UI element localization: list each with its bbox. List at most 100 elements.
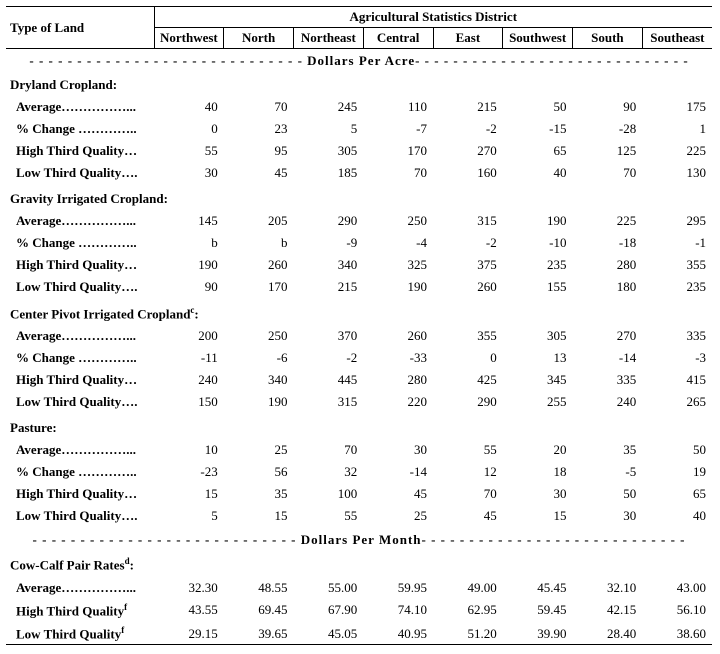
section-0-row-0-c7: 175	[642, 97, 712, 117]
section-0-row-2-c3: 170	[363, 141, 433, 161]
section-1-row-3-c1: 170	[224, 277, 294, 297]
section-0-row-3-c0: 30	[154, 163, 224, 183]
col-northeast: Northeast	[294, 28, 364, 49]
section-3-row-0-c5: 20	[503, 440, 573, 460]
cowcalf-row-0-c5: 45.45	[503, 578, 573, 598]
cowcalf-row-2-label: Low Third Qualityf	[6, 623, 154, 645]
cowcalf-row-2-c2: 45.05	[294, 623, 364, 645]
section-2-row-0-label: Average……………...	[6, 326, 154, 346]
cowcalf-row-1-c6: 42.15	[573, 600, 643, 621]
section-3-row-0-c6: 35	[573, 440, 643, 460]
section-3-row-3-c6: 30	[573, 506, 643, 526]
section-2-row-3-c3: 220	[363, 392, 433, 412]
section-2-row-0-c1: 250	[224, 326, 294, 346]
col-north: North	[224, 28, 294, 49]
section-1-row-1-c2: -9	[294, 233, 364, 253]
section-2-row-0-c3: 260	[363, 326, 433, 346]
section-3-row-1-c5: 18	[503, 462, 573, 482]
section-2-row-0-c2: 370	[294, 326, 364, 346]
section-2-row-3-c1: 190	[224, 392, 294, 412]
section-1-row-2-c7: 355	[642, 255, 712, 275]
section-2-row-1-c4: 0	[433, 348, 503, 368]
section-2-row-2-c2: 445	[294, 370, 364, 390]
section-2-row-1-c1: -6	[224, 348, 294, 368]
section-1-row-1-c5: -10	[503, 233, 573, 253]
cowcalf-title: Cow-Calf Pair Ratesd:	[6, 550, 712, 575]
section-2-row-1-c3: -33	[363, 348, 433, 368]
section-2-row-1-c6: -14	[573, 348, 643, 368]
section-0-row-3-c4: 160	[433, 163, 503, 183]
section-0-row-0-c4: 215	[433, 97, 503, 117]
section-2-row-3-c4: 290	[433, 392, 503, 412]
section-0-row-1-c5: -15	[503, 119, 573, 139]
section-2-row-2-c4: 425	[433, 370, 503, 390]
section-3-row-1-c0: -23	[154, 462, 224, 482]
section-3-row-3-c5: 15	[503, 506, 573, 526]
section-0-row-3-c7: 130	[642, 163, 712, 183]
section-3-row-1-label: % Change …………..	[6, 462, 154, 482]
section-3-row-0-c0: 10	[154, 440, 224, 460]
section-3-row-3-c7: 40	[642, 506, 712, 526]
section-1-row-3-c3: 190	[363, 277, 433, 297]
cowcalf-row-2-c3: 40.95	[363, 623, 433, 645]
section-1-row-1-label: % Change …………..	[6, 233, 154, 253]
col-northwest: Northwest	[154, 28, 224, 49]
section-3-row-2-label: High Third Quality…	[6, 484, 154, 504]
section-1-row-0-c4: 315	[433, 211, 503, 231]
section-0-row-3-c3: 70	[363, 163, 433, 183]
cowcalf-row-2-c0: 29.15	[154, 623, 224, 645]
section-1-row-2-c1: 260	[224, 255, 294, 275]
section-1-row-0-c3: 250	[363, 211, 433, 231]
section-1-row-1-c4: -2	[433, 233, 503, 253]
section-2-row-1-label: % Change …………..	[6, 348, 154, 368]
section-1-row-1-c7: -1	[642, 233, 712, 253]
section-0-title: Dryland Cropland:	[6, 71, 712, 95]
section-0-row-1-label: % Change …………..	[6, 119, 154, 139]
col-group-header: Agricultural Statistics District	[154, 7, 712, 28]
section-1-row-2-c4: 375	[433, 255, 503, 275]
banner-dollars-per-acre: - - - - - - - - - - - - - - - - - - - - …	[6, 49, 712, 72]
section-3-row-2-c7: 65	[642, 484, 712, 504]
section-0-row-2-c2: 305	[294, 141, 364, 161]
section-2-row-0-c6: 270	[573, 326, 643, 346]
section-0-row-0-c6: 90	[573, 97, 643, 117]
section-0-row-1-c7: 1	[642, 119, 712, 139]
section-3-row-3-label: Low Third Quality….	[6, 506, 154, 526]
section-2-row-3-c2: 315	[294, 392, 364, 412]
section-1-row-0-c7: 295	[642, 211, 712, 231]
section-3-row-0-c1: 25	[224, 440, 294, 460]
cowcalf-row-0-c4: 49.00	[433, 578, 503, 598]
section-3-row-1-c6: -5	[573, 462, 643, 482]
section-1-row-0-c0: 145	[154, 211, 224, 231]
section-2-row-0-c5: 305	[503, 326, 573, 346]
section-1-row-3-c5: 155	[503, 277, 573, 297]
cowcalf-row-0-c2: 55.00	[294, 578, 364, 598]
ag-stats-table: Type of Land Agricultural Statistics Dis…	[6, 6, 712, 645]
banner-dollars-per-month: - - - - - - - - - - - - - - - - - - - - …	[6, 528, 712, 550]
col-south: South	[573, 28, 643, 49]
section-2-row-3-c6: 240	[573, 392, 643, 412]
section-1-row-3-c7: 235	[642, 277, 712, 297]
cowcalf-row-1-c2: 67.90	[294, 600, 364, 621]
cowcalf-row-1-c4: 62.95	[433, 600, 503, 621]
section-0-row-2-c6: 125	[573, 141, 643, 161]
section-3-row-3-c4: 45	[433, 506, 503, 526]
section-3-row-0-c2: 70	[294, 440, 364, 460]
section-3-row-2-c6: 50	[573, 484, 643, 504]
section-1-row-1-c3: -4	[363, 233, 433, 253]
section-3-row-1-c1: 56	[224, 462, 294, 482]
section-0-row-3-c6: 70	[573, 163, 643, 183]
section-1-row-2-c3: 325	[363, 255, 433, 275]
section-1-row-2-c2: 340	[294, 255, 364, 275]
cowcalf-row-0-c6: 32.10	[573, 578, 643, 598]
col-central: Central	[363, 28, 433, 49]
section-0-row-2-label: High Third Quality…	[6, 141, 154, 161]
section-1-row-0-label: Average……………...	[6, 211, 154, 231]
section-3-row-3-c0: 5	[154, 506, 224, 526]
section-1-row-1-c6: -18	[573, 233, 643, 253]
cowcalf-row-0-c7: 43.00	[642, 578, 712, 598]
section-2-row-2-c1: 340	[224, 370, 294, 390]
section-0-row-2-c0: 55	[154, 141, 224, 161]
section-3-row-2-c1: 35	[224, 484, 294, 504]
section-2-row-3-c5: 255	[503, 392, 573, 412]
